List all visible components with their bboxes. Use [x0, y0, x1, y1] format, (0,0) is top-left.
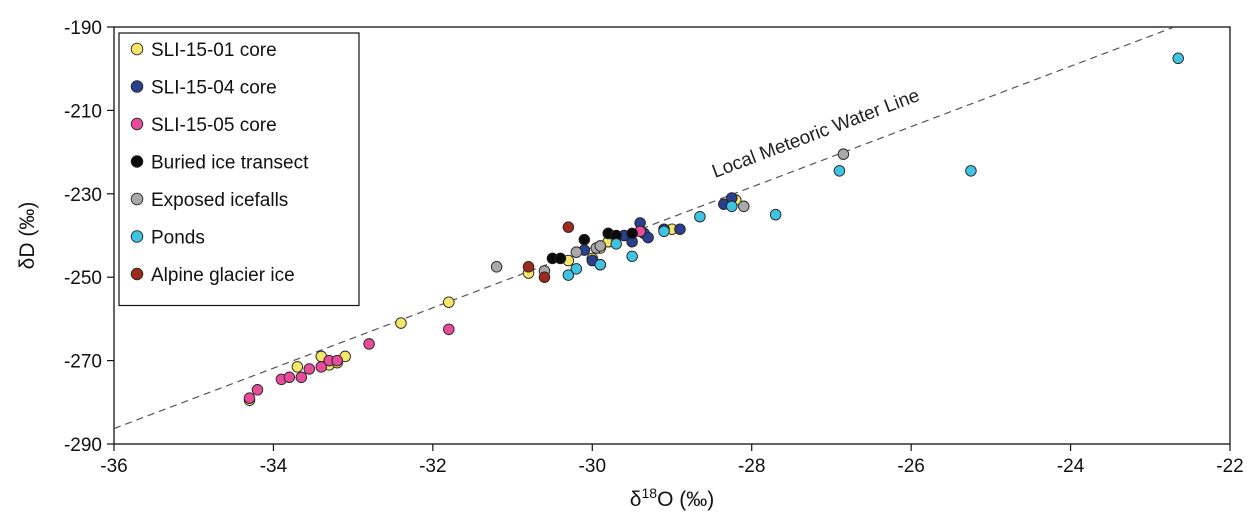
y-tick-label-1: -210	[64, 101, 102, 122]
legend-label-2: SLI-15-05 core	[151, 115, 277, 136]
legend-box	[118, 32, 360, 307]
point-series2-4	[295, 371, 308, 384]
legend-label-5: Ponds	[151, 228, 205, 249]
point-series2-0	[243, 392, 256, 404]
legend-marker-1	[130, 80, 144, 93]
x-tick-label-3: -30	[579, 456, 606, 477]
point-series0-1	[291, 361, 304, 373]
point-series5-11	[1172, 52, 1184, 65]
legend-label-0: SLI-15-01 core	[151, 40, 277, 61]
y-tick-label-4: -270	[64, 352, 102, 373]
point-series5-8	[769, 208, 782, 221]
legend-label-3: Buried ice transect	[151, 153, 309, 174]
y-axis: -190 -210 -230 -250 -270 -290	[64, 18, 114, 456]
point-series4-4	[594, 240, 607, 252]
y-tick-label-5: -290	[64, 435, 102, 456]
point-series4-5	[737, 200, 750, 213]
point-series3-6	[626, 227, 638, 240]
x-tick-label-6: -24	[1057, 456, 1085, 477]
x-tick-label-4: -28	[738, 456, 765, 477]
point-series5-5	[658, 225, 670, 238]
point-series5-10	[965, 165, 977, 177]
legend-marker-5	[130, 230, 144, 243]
point-series4-6	[837, 148, 850, 160]
legend-marker-0	[130, 42, 144, 56]
point-series5-7	[726, 200, 738, 213]
point-series0-6	[395, 317, 407, 329]
point-series5-4	[626, 250, 638, 263]
legend-marker-4	[130, 192, 144, 206]
y-tick-label-3: -250	[64, 268, 102, 289]
point-series1-7	[642, 231, 654, 244]
point-series3-2	[578, 233, 591, 246]
legend-label-6: Alpine glacier ice	[151, 265, 295, 286]
x-axis: -36 -34 -32 -30 -28 -26 -24 -22	[100, 444, 1244, 477]
point-series6-0	[522, 261, 535, 273]
y-axis-title: δD (‰)	[16, 202, 39, 270]
legend-label-1: SLI-15-04 core	[151, 78, 277, 99]
point-series4-2	[570, 246, 583, 258]
legend-label-4: Exposed icefalls	[151, 190, 288, 211]
x-tick-label-5: -26	[897, 456, 924, 477]
legend: SLI-15-01 core SLI-15-04 core SLI-15-05 co…	[118, 32, 360, 307]
legend-marker-3	[130, 155, 144, 168]
legend-marker-6	[130, 267, 144, 281]
point-series5-0	[562, 269, 575, 281]
point-series5-1	[570, 263, 583, 275]
point-series5-3	[610, 238, 622, 250]
point-series5-2	[594, 258, 607, 271]
point-series0-7	[443, 296, 455, 308]
x-axis-title-delta: δ	[630, 488, 642, 511]
point-series6-2	[562, 221, 575, 233]
legend-marker-2	[130, 117, 144, 131]
point-series5-9	[833, 165, 846, 177]
point-series4-0	[490, 261, 503, 273]
point-series6-1	[538, 271, 551, 283]
x-tick-label-1: -34	[260, 456, 288, 477]
point-series2-9	[363, 338, 375, 350]
y-tick-label-0: -190	[64, 18, 102, 39]
point-series1-9	[674, 223, 686, 235]
point-series2-8	[331, 354, 343, 367]
x-tick-label-0: -36	[100, 456, 127, 477]
point-series5-6	[694, 210, 706, 223]
point-series2-5	[303, 363, 316, 375]
x-tick-label-7: -22	[1216, 456, 1243, 477]
points-layer	[243, 52, 1184, 406]
point-series2-6	[315, 361, 328, 373]
point-series2-1	[251, 384, 264, 396]
point-series3-1	[554, 252, 567, 265]
y-tick-label-2: -230	[64, 185, 102, 206]
x-axis-title-rest: O (‰)	[657, 488, 714, 511]
point-series2-3	[283, 371, 296, 384]
x-tick-label-2: -32	[419, 456, 446, 477]
point-series2-10	[443, 323, 455, 336]
x-axis-title-sup: 18	[641, 485, 657, 501]
x-axis-title: δ18O (‰)	[630, 485, 714, 511]
